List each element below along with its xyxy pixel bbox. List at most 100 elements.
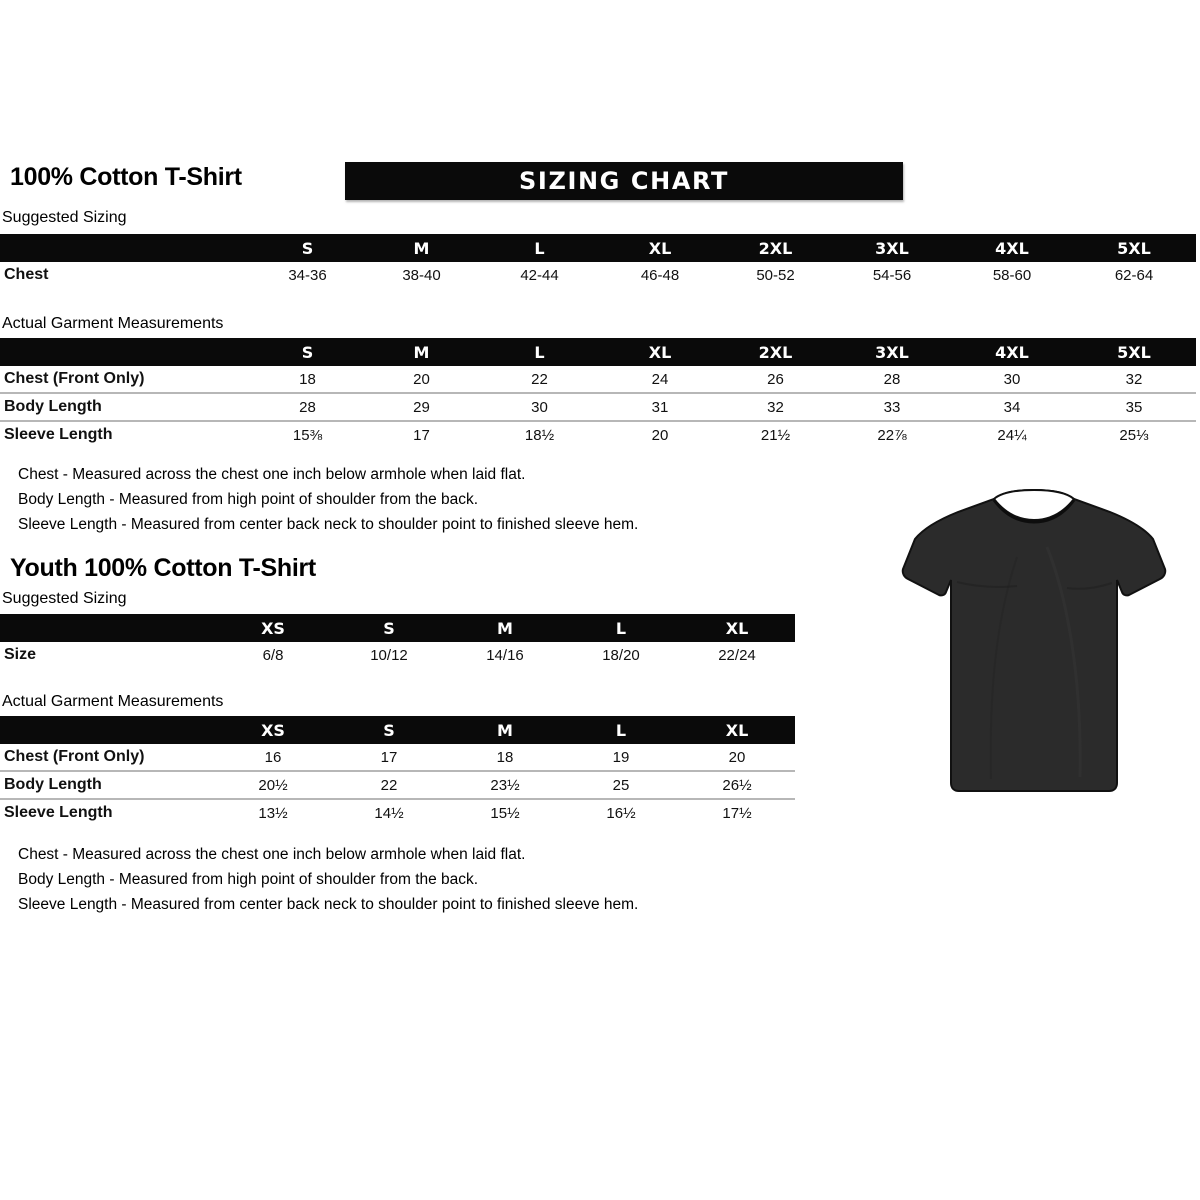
table-row: Body Length 20½ 22 23½ 25 26½ [0, 770, 795, 799]
cell-value: 20 [413, 370, 430, 388]
cell-value: 58-60 [992, 266, 1032, 284]
youth-garment-measurements-table: XS S M L XL Chest (Front Only) 16 17 18 … [0, 716, 795, 826]
cell-value: 26½ [679, 770, 795, 799]
youth-suggested-sizing-label: Suggested Sizing [2, 590, 127, 607]
cell-value: 17 [380, 748, 398, 766]
column-header-2xl: 2XL [719, 234, 832, 262]
black-tshirt-photo [897, 487, 1172, 797]
cell-value: 22/24 [718, 646, 756, 664]
cell-value: 21½ [719, 420, 832, 448]
column-header-m: M [365, 338, 478, 366]
cell-value: 32 [1125, 370, 1143, 388]
row-label-sleeve-length: Sleeve Length [0, 798, 215, 826]
row-label-body-length: Body Length [0, 770, 215, 799]
column-header-4xl: 4XL [952, 234, 1072, 262]
cell-value: 18/20 [602, 646, 640, 664]
table-header-row: S M L XL 2XL 3XL 4XL 5XL [0, 234, 1196, 262]
column-header-xl: XL [679, 614, 795, 642]
cell-value: 54-56 [872, 266, 912, 284]
column-header [0, 338, 250, 366]
cell-value: 13½ [215, 798, 331, 826]
youth-measurement-notes: Chest - Measured across the chest one in… [18, 842, 638, 917]
table-row: Sleeve Length 15⅜ 17 18½ 20 21½ 22⅞ 24¼ … [0, 420, 1196, 448]
cell-value: 23½ [447, 770, 563, 799]
column-header-m: M [365, 234, 478, 262]
table-row: Body Length 28 29 30 31 32 33 34 35 [0, 392, 1196, 421]
table-header-row: S M L XL 2XL 3XL 4XL 5XL [0, 338, 1196, 366]
cell-value: 16 [264, 748, 282, 766]
row-label-chest-front-only: Chest (Front Only) [4, 370, 145, 387]
cell-value: 22⅞ [832, 420, 952, 448]
cell-value: 18 [496, 748, 514, 766]
cell-value: 18 [299, 370, 316, 388]
column-header-s: S [331, 614, 447, 642]
cell-value: 34-36 [288, 266, 327, 284]
column-header-s: S [331, 716, 447, 744]
adult-section-title: 100% Cotton T-Shirt [10, 163, 242, 191]
cell-value: 50-52 [756, 266, 795, 284]
cell-value: 15½ [447, 798, 563, 826]
note-chest: Chest - Measured across the chest one in… [18, 466, 526, 483]
column-header-3xl: 3XL [832, 338, 952, 366]
row-label-size: Size [4, 646, 37, 663]
cell-value: 38-40 [402, 266, 441, 284]
cell-value: 34 [952, 392, 1072, 421]
cell-value: 22 [331, 770, 447, 799]
adult-measurement-notes: Chest - Measured across the chest one in… [18, 462, 638, 537]
column-header-xl: XL [601, 234, 719, 262]
note-body-length: Body Length - Measured from high point o… [18, 491, 479, 508]
cell-value: 31 [601, 392, 719, 421]
cell-value: 62-64 [1114, 266, 1154, 284]
cell-value: 14/16 [486, 646, 524, 664]
column-header-xl: XL [679, 716, 795, 744]
cell-value: 20 [601, 420, 719, 448]
table-header-row: XS S M L XL [0, 716, 795, 744]
cell-value: 30 [1003, 370, 1021, 388]
column-header-m: M [447, 614, 563, 642]
cell-value: 46-48 [640, 266, 680, 284]
column-header [0, 716, 215, 744]
adult-actual-garment-label: Actual Garment Measurements [2, 315, 224, 332]
row-label-sleeve-length: Sleeve Length [0, 420, 250, 448]
column-header-2xl: 2XL [719, 338, 832, 366]
column-header-4xl: 4XL [952, 338, 1072, 366]
adult-section-header: 100% Cotton T-Shirt SIZING CHART [0, 162, 1200, 204]
column-header-l: L [563, 716, 679, 744]
cell-value: 22 [531, 370, 548, 388]
cell-value: 20 [728, 748, 746, 766]
cell-value: 28 [883, 370, 901, 388]
column-header-l: L [478, 234, 601, 262]
table-header-row: XS S M L XL [0, 614, 795, 642]
cell-value: 28 [250, 392, 365, 421]
cell-value: 10/12 [370, 646, 408, 664]
column-header-s: S [250, 234, 365, 262]
row-label-body-length: Body Length [0, 392, 250, 421]
table-row: Chest 34-36 38-40 42-44 46-48 50-52 54-5… [0, 262, 1196, 288]
sizing-chart-banner: SIZING CHART [345, 162, 903, 200]
column-header-5xl: 5XL [1072, 338, 1196, 366]
cell-value: 17½ [679, 798, 795, 826]
cell-value: 29 [365, 392, 478, 421]
adult-suggested-sizing-label: Suggested Sizing [2, 209, 127, 226]
cell-value: 14½ [331, 798, 447, 826]
cell-value: 33 [832, 392, 952, 421]
cell-value: 24 [651, 370, 669, 388]
cell-value: 15⅜ [250, 420, 365, 448]
table-row: Sleeve Length 13½ 14½ 15½ 16½ 17½ [0, 798, 795, 826]
adult-suggested-sizing-table: S M L XL 2XL 3XL 4XL 5XL Chest 34-36 38-… [0, 234, 1196, 288]
youth-suggested-sizing-table: XS S M L XL Size 6/8 10/12 14/16 18/20 2… [0, 614, 795, 668]
cell-value: 32 [719, 392, 832, 421]
youth-actual-garment-label: Actual Garment Measurements [2, 693, 224, 710]
column-header [0, 614, 215, 642]
column-header-xs: XS [215, 716, 331, 744]
cell-value: 16½ [563, 798, 679, 826]
note-sleeve-length: Sleeve Length - Measured from center bac… [18, 896, 639, 913]
table-row: Chest (Front Only) 18 20 22 24 26 28 30 … [0, 366, 1196, 393]
row-label-chest-front-only: Chest (Front Only) [4, 748, 145, 765]
note-chest: Chest - Measured across the chest one in… [18, 846, 526, 863]
table-row: Chest (Front Only) 16 17 18 19 20 [0, 744, 795, 771]
column-header-s: S [250, 338, 365, 366]
row-label-chest: Chest [4, 266, 49, 283]
cell-value: 26 [767, 370, 784, 388]
